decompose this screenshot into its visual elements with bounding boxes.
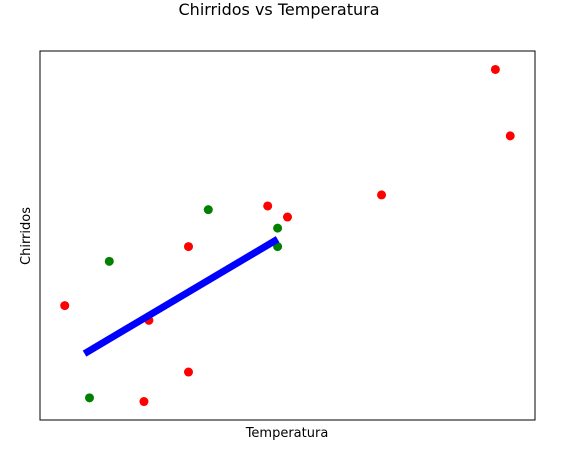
scatter-point [104, 256, 114, 266]
x-axis-label: Temperatura [245, 426, 329, 441]
chart-title: Chirridos vs Temperatura [179, 0, 380, 19]
regression-line [82, 236, 280, 357]
scatter-point [505, 131, 515, 141]
plot-area [39, 50, 536, 421]
scatter-point [203, 205, 213, 215]
scatter-point [490, 64, 500, 74]
scatter-point [85, 393, 94, 403]
scatter-point [139, 397, 149, 407]
scatter-point [273, 223, 283, 233]
scatter-point [263, 201, 273, 211]
scatter-point [184, 242, 193, 252]
y-axis-label: Chirridos [19, 207, 34, 265]
scatter-point [184, 367, 193, 377]
scatter-point [283, 212, 292, 222]
chart-marks [60, 64, 515, 407]
scatter-point [377, 190, 387, 200]
scatter-point [60, 301, 70, 311]
